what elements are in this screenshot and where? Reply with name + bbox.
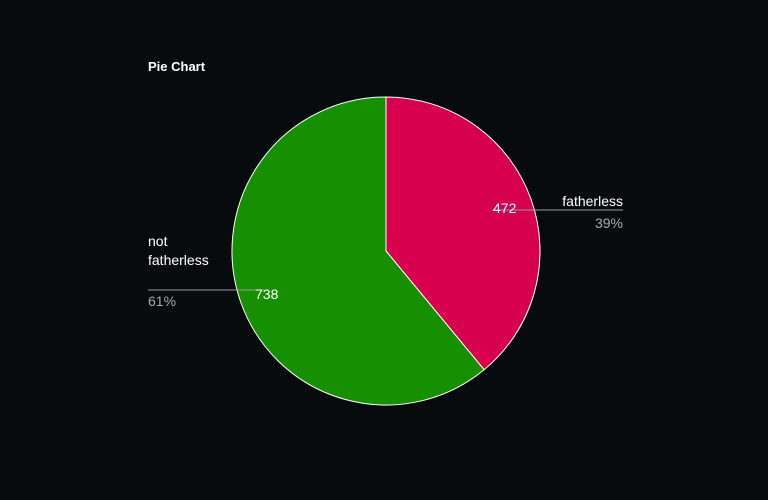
- pie-labels: fatherless 39% 472 not fatherless 61% 738: [148, 193, 623, 309]
- slice-name-label: fatherless: [562, 193, 623, 209]
- slice-percent-label: 39%: [595, 215, 623, 231]
- slice-value-label: 738: [255, 286, 279, 302]
- chart-title: Pie Chart: [148, 59, 206, 74]
- pie-slices: [231, 96, 541, 406]
- pie-slice-fatherless[interactable]: [385, 96, 541, 371]
- slice-name-label: not: [148, 233, 168, 249]
- slice-name-label: fatherless: [148, 252, 209, 268]
- slice-percent-label: 61%: [148, 293, 176, 309]
- slice-value-label: 472: [493, 200, 517, 216]
- pie-slice-not-fatherless[interactable]: [231, 96, 485, 406]
